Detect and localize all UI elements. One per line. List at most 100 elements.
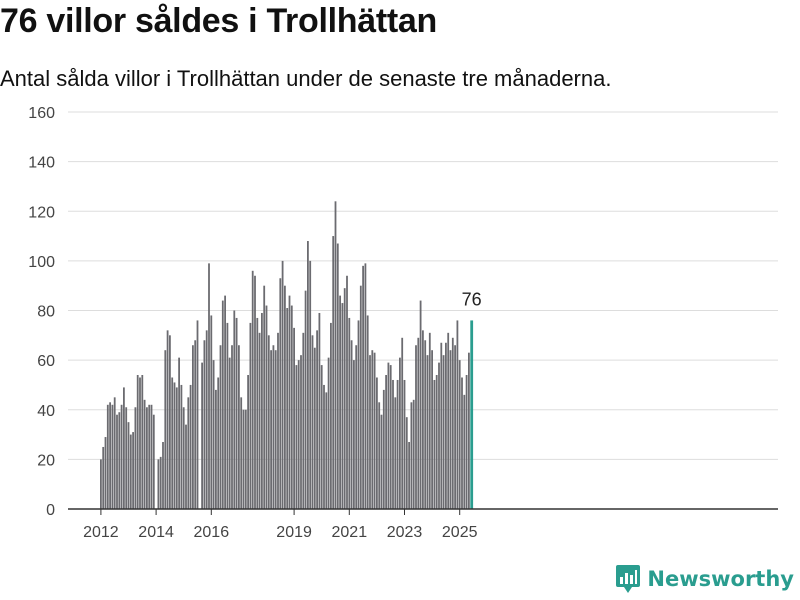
bar <box>304 290 307 509</box>
bar <box>325 392 328 509</box>
y-tick-label: 80 <box>37 304 55 321</box>
y-tick-label: 140 <box>28 155 55 172</box>
annotations: 76 <box>462 289 482 309</box>
bar <box>123 387 125 509</box>
bar <box>297 360 300 510</box>
bar-latest <box>470 320 474 509</box>
bar <box>242 409 245 509</box>
bar <box>385 375 387 509</box>
bar <box>396 379 399 509</box>
brand-name: Newsworthy <box>647 567 794 591</box>
bar <box>104 437 107 509</box>
bar <box>336 243 339 509</box>
bar <box>224 295 226 509</box>
bar <box>132 432 134 509</box>
bar <box>465 375 468 509</box>
x-tick-label: 2016 <box>194 524 230 541</box>
bar <box>205 330 208 509</box>
bar <box>422 330 424 509</box>
bar <box>113 397 116 509</box>
bar <box>456 320 459 509</box>
bar <box>461 377 463 509</box>
bar <box>307 241 309 509</box>
bar <box>343 288 346 509</box>
bar <box>228 357 231 509</box>
y-tick-label: 60 <box>37 353 55 370</box>
bar <box>401 337 404 509</box>
bar <box>173 382 176 509</box>
bar <box>120 404 123 509</box>
bar <box>277 332 279 509</box>
bar <box>187 397 190 509</box>
bar <box>157 459 160 510</box>
x-tick-label: 2014 <box>138 524 174 541</box>
bar <box>116 414 118 509</box>
bar <box>175 387 178 509</box>
x-tick-label: 2012 <box>83 524 119 541</box>
bar <box>426 355 429 509</box>
bar <box>182 407 185 509</box>
bar <box>100 459 102 510</box>
bar <box>428 332 431 509</box>
bar <box>378 402 381 509</box>
bar <box>440 342 443 509</box>
bar <box>219 345 222 509</box>
bar <box>134 407 137 509</box>
bar <box>380 414 383 509</box>
bar <box>256 317 259 509</box>
bar <box>394 397 397 509</box>
bar <box>290 305 293 509</box>
bar <box>180 384 183 509</box>
bar <box>244 409 247 509</box>
bar <box>251 270 254 509</box>
bar <box>272 345 275 509</box>
y-tick-label: 120 <box>28 204 55 221</box>
y-tick-label: 40 <box>37 403 55 420</box>
bar <box>265 305 268 509</box>
newsworthy-chart-icon <box>616 565 641 593</box>
bar <box>353 360 355 510</box>
bar <box>463 394 466 509</box>
y-tick-label: 100 <box>28 254 55 271</box>
y-axis-tick-labels: 0 20 40 60 80 100 120 140 160 <box>28 105 55 519</box>
x-tick-label: 2019 <box>276 524 312 541</box>
bar <box>435 375 438 509</box>
bar <box>408 442 410 509</box>
bar <box>355 345 358 509</box>
bar <box>270 350 272 509</box>
bar <box>231 345 233 509</box>
bar <box>447 332 450 509</box>
bar <box>210 315 213 509</box>
bar <box>458 360 461 510</box>
bar <box>346 275 348 509</box>
bar <box>261 312 263 509</box>
bar <box>127 422 130 509</box>
bar <box>162 442 164 509</box>
bar <box>454 345 456 509</box>
bar <box>424 340 427 509</box>
bar <box>316 330 318 509</box>
bar <box>387 362 390 509</box>
bar <box>247 375 249 509</box>
bar <box>357 320 360 509</box>
bar <box>376 377 378 509</box>
y-tick-label: 0 <box>46 502 55 519</box>
bar <box>139 377 141 509</box>
bar <box>267 335 270 509</box>
bar <box>389 365 392 509</box>
bar <box>166 330 169 509</box>
bar <box>263 285 266 509</box>
bar <box>141 375 144 509</box>
y-tick-label: 20 <box>37 452 55 469</box>
x-tick-label: 2021 <box>332 524 368 541</box>
bar <box>442 355 445 509</box>
bar <box>221 300 224 509</box>
bar <box>189 384 192 509</box>
bar <box>419 300 422 509</box>
bar <box>300 355 302 509</box>
bar <box>371 350 374 509</box>
bar <box>136 375 139 509</box>
bar <box>171 377 174 509</box>
bar <box>164 350 167 509</box>
